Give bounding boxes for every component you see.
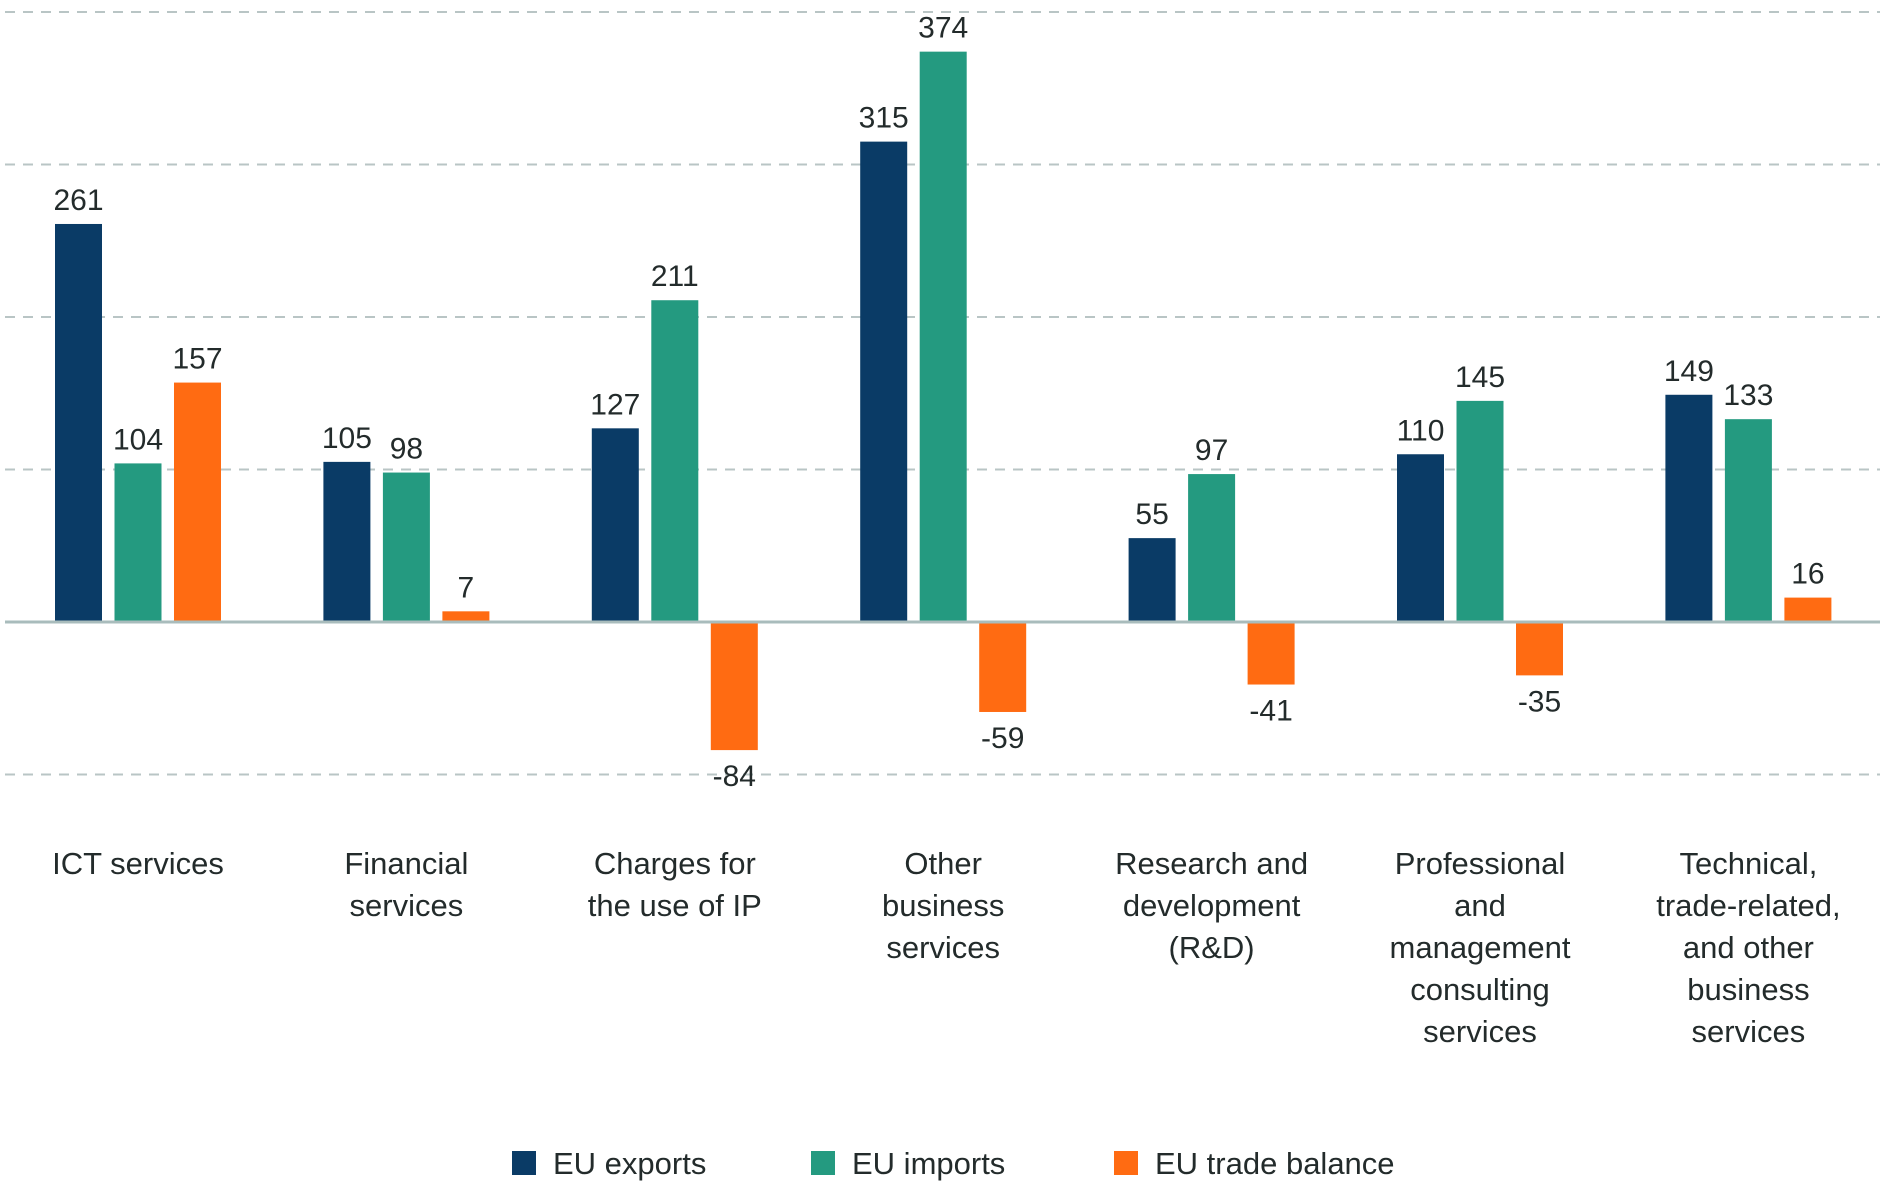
bar-eu-imports-financial-services [382,472,430,622]
bars [55,51,1832,751]
category-label-other-business-services: Other business services [882,846,1004,965]
data-label-eu-trade-balance-professional-and-management-consulting-services: -35 [1518,685,1561,718]
bar-eu-trade-balance-charges-for-the-use-of-ip [710,622,758,751]
bar-eu-exports-financial-services [323,461,371,622]
bar-eu-trade-balance-professional-and-management-consulting-services [1516,622,1563,676]
data-label-eu-trade-balance-research-and-development-r-d: -41 [1249,695,1292,728]
legend-label-eu-trade-balance: EU trade balance [1155,1146,1395,1181]
category-label-line: (R&D) [1169,930,1255,965]
data-label-eu-imports-technical-trade-related-and-other-business-services: 133 [1723,379,1773,412]
legend-label-eu-exports: EU exports [553,1146,706,1181]
category-label-line: business [1687,972,1809,1007]
category-labels: ICT services Financial services Charges for… [52,846,1840,1049]
data-label-eu-imports-financial-services: 98 [390,433,423,466]
data-label-eu-trade-balance-other-business-services: -59 [981,722,1024,755]
legend-swatch-eu-trade-balance [1114,1151,1138,1175]
bar-eu-imports-technical-trade-related-and-other-business-services [1724,419,1772,622]
data-label-eu-exports-financial-services: 105 [322,422,372,455]
data-labels: 261 104 157 105 98 7 127 211 -84 315 374 -59 55 97 -41… [53,12,1824,793]
bar-eu-imports-professional-and-management-consulting-services [1456,400,1504,622]
legend-item-eu-trade-balance: EU trade balance [1114,1146,1395,1181]
bar-eu-exports-research-and-development-r-d [1128,538,1176,622]
category-label-charges-for-the-use-of-ip: Charges for the use of IP [588,846,762,923]
bar-eu-trade-balance-research-and-development-r-d [1247,622,1295,685]
bar-eu-trade-balance-ict-services [174,382,221,622]
data-label-eu-exports-research-and-development-r-d: 55 [1135,498,1168,531]
bar-eu-imports-ict-services [114,463,162,622]
category-label-line: consulting [1410,972,1550,1007]
bar-eu-exports-charges-for-the-use-of-ip [591,428,639,622]
category-label-line: business [882,888,1004,923]
data-label-eu-imports-other-business-services: 374 [918,12,968,45]
category-label-line: services [1423,1014,1537,1049]
category-label-line: Technical, [1679,846,1817,881]
data-label-eu-trade-balance-charges-for-the-use-of-ip: -84 [713,760,756,793]
bar-eu-exports-other-business-services [860,141,908,622]
bar-eu-trade-balance-technical-trade-related-and-other-business-services [1784,597,1832,622]
legend-item-eu-imports: EU imports [811,1146,1005,1181]
category-label-line: development [1123,888,1301,923]
bar-eu-trade-balance-financial-services [442,611,490,622]
bar-eu-exports-technical-trade-related-and-other-business-services [1665,394,1713,622]
data-label-eu-exports-charges-for-the-use-of-ip: 127 [590,388,640,421]
bar-eu-trade-balance-other-business-services [979,622,1027,712]
data-label-eu-imports-charges-for-the-use-of-ip: 211 [651,260,699,293]
data-label-eu-imports-professional-and-management-consulting-services: 145 [1455,361,1505,394]
bar-eu-imports-research-and-development-r-d [1188,474,1236,622]
category-label-technical-trade-related-and-other-business-services: Technical, trade-related, and other busines… [1656,846,1840,1049]
legend-item-eu-exports: EU exports [512,1146,706,1181]
category-label-financial-services: Financial services [344,846,468,923]
category-label-research-and-development-r-d: Research and development (R&D) [1115,846,1308,965]
category-label-line: and [1454,888,1506,923]
legend-swatch-eu-exports [512,1151,536,1175]
category-label-line: services [1692,1014,1806,1049]
category-label-line: Charges for [594,846,756,881]
data-label-eu-exports-other-business-services: 315 [859,102,909,135]
data-label-eu-trade-balance-financial-services: 7 [458,571,475,604]
category-label-line: Financial [344,846,468,881]
category-label-professional-and-management-consulting-services: Professional and management consulting servi… [1390,846,1571,1049]
data-label-eu-exports-ict-services: 261 [53,184,103,217]
bar-eu-imports-charges-for-the-use-of-ip [651,300,699,622]
category-label-line: Research and [1115,846,1308,881]
legend-swatch-eu-imports [811,1151,835,1175]
bar-eu-imports-other-business-services [919,51,967,622]
legend: EU exports EU imports EU trade balance [512,1146,1395,1181]
category-label-line: management [1390,930,1571,965]
data-label-eu-imports-ict-services: 104 [113,423,163,456]
category-label-line: Other [904,846,982,881]
bar-eu-exports-professional-and-management-consulting-services [1397,454,1444,622]
category-label-line: trade-related, [1656,888,1840,923]
data-label-eu-exports-technical-trade-related-and-other-business-services: 149 [1664,355,1714,388]
category-label-line: the use of IP [588,888,762,923]
data-label-eu-trade-balance-technical-trade-related-and-other-business-services: 16 [1791,558,1824,591]
category-label-line: ICT services [52,846,224,881]
data-label-eu-imports-research-and-development-r-d: 97 [1195,434,1228,467]
data-label-eu-exports-professional-and-management-consulting-services: 110 [1397,414,1445,447]
data-label-eu-trade-balance-ict-services: 157 [172,343,222,376]
category-label-line: services [350,888,464,923]
category-label-ict-services: ICT services [52,846,224,881]
bar-eu-exports-ict-services [55,223,102,622]
category-label-line: Professional [1395,846,1566,881]
category-label-line: and other [1683,930,1814,965]
category-label-line: services [886,930,1000,965]
legend-label-eu-imports: EU imports [852,1146,1005,1181]
